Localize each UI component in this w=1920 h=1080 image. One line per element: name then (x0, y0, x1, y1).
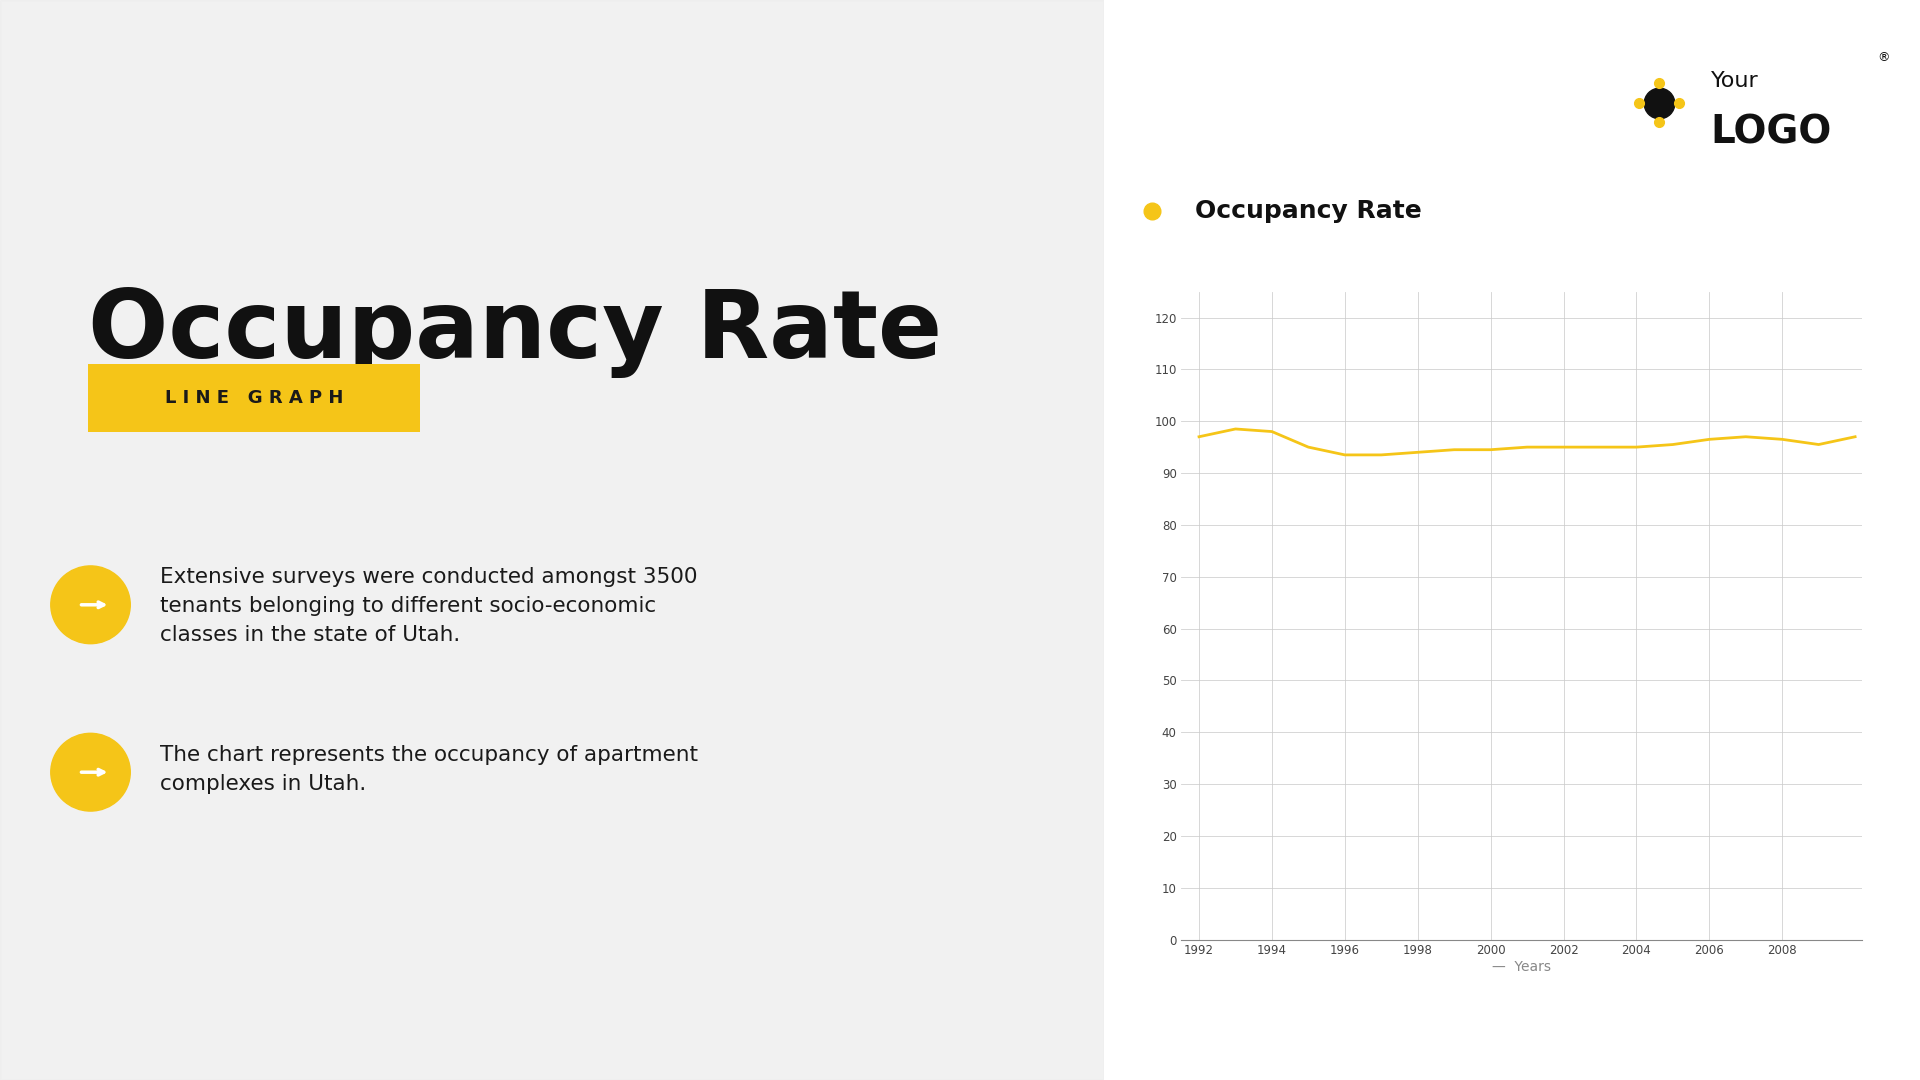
Text: ®: ® (1878, 51, 1889, 64)
Text: Occupancy Rate: Occupancy Rate (1194, 199, 1423, 222)
Circle shape (50, 733, 131, 811)
Circle shape (50, 566, 131, 644)
FancyBboxPatch shape (88, 364, 419, 432)
Text: —  Years: — Years (1492, 960, 1551, 973)
Text: L I N E   G R A P H: L I N E G R A P H (165, 389, 344, 407)
Text: Your: Your (1711, 71, 1759, 91)
Text: Extensive surveys were conducted amongst 3500
tenants belonging to different soc: Extensive surveys were conducted amongst… (159, 567, 697, 645)
Text: Occupancy Rate: Occupancy Rate (88, 286, 943, 378)
Text: LOGO: LOGO (1711, 113, 1832, 152)
Text: The chart represents the occupancy of apartment
complexes in Utah.: The chart represents the occupancy of ap… (159, 745, 699, 794)
